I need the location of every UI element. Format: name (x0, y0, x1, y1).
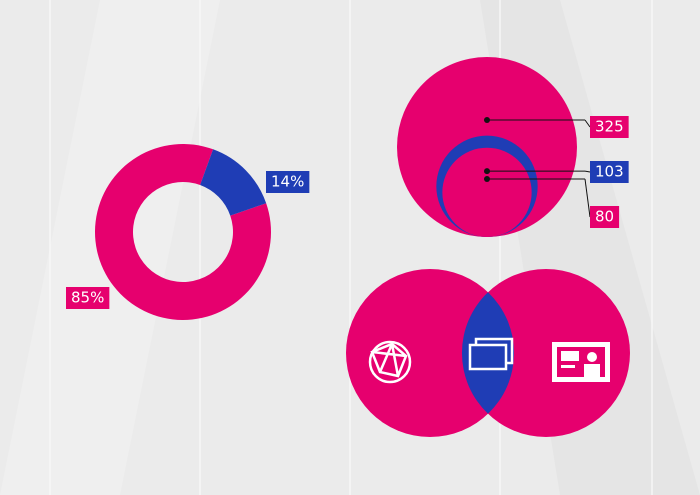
value-label: 103 (595, 163, 624, 181)
globe-icon (368, 340, 412, 384)
donut-segment (95, 144, 272, 320)
leader-dot (484, 168, 490, 175)
leader-line (584, 170, 591, 173)
value-label: 85% (71, 289, 104, 307)
venn-right (462, 269, 630, 437)
label-box (590, 116, 629, 138)
label-box (590, 206, 620, 228)
venn (346, 269, 630, 437)
label-box (590, 161, 629, 183)
venn-left (346, 269, 514, 437)
leader-line (584, 119, 591, 128)
donut-segment (200, 149, 267, 216)
value-label: 80 (595, 208, 614, 226)
bubble (442, 147, 532, 237)
label-box (66, 287, 110, 309)
venn-overlap (461, 292, 515, 414)
screen-icon (552, 342, 610, 382)
leader-dot (484, 117, 490, 123)
value-label: 325 (595, 118, 624, 136)
leader-dot (484, 175, 490, 182)
charts: 85% 14% 325 103 80 (66, 57, 629, 320)
leader-line (584, 178, 591, 218)
value-label: 14% (271, 173, 304, 191)
window-icon (468, 337, 514, 371)
label-box (266, 171, 310, 193)
